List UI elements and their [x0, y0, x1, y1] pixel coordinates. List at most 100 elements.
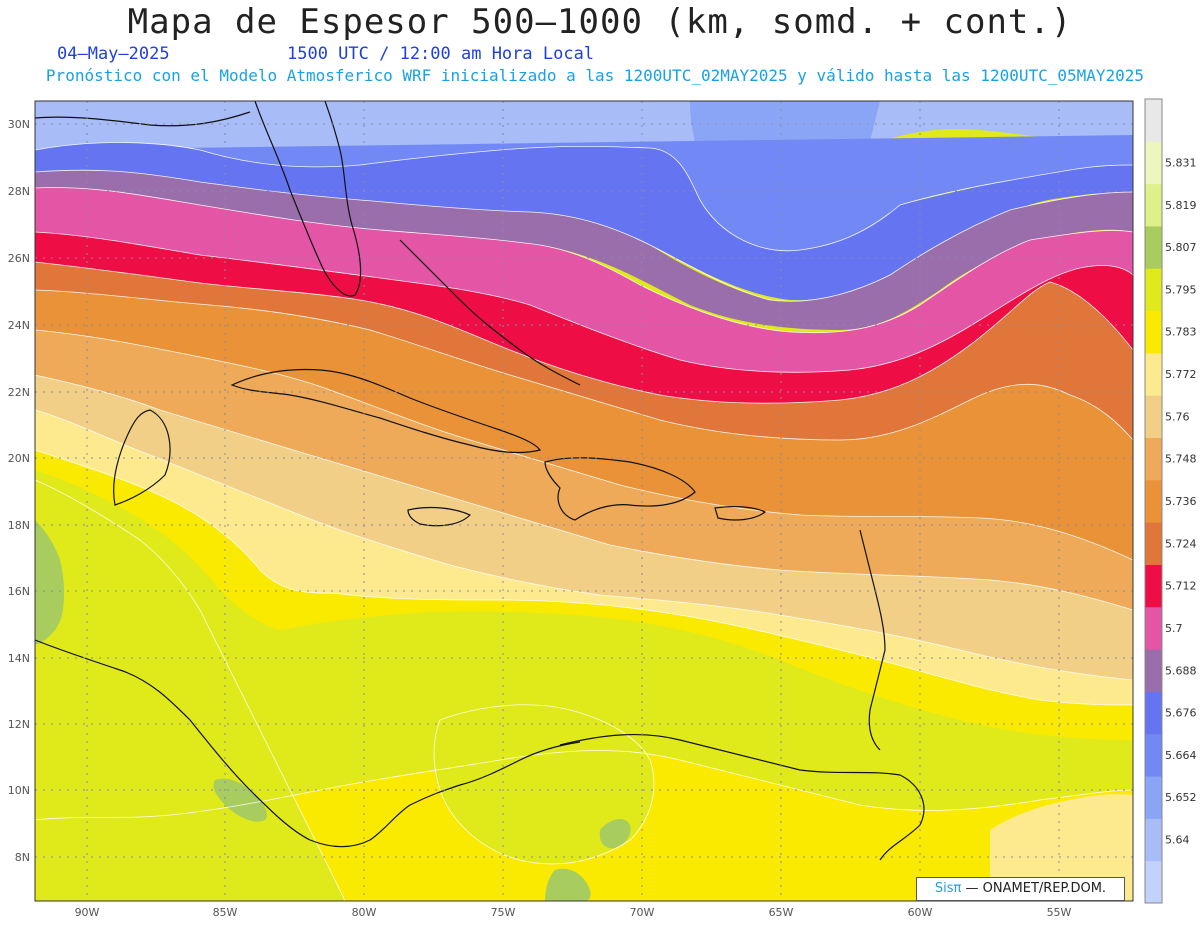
lat-label: 8N — [15, 851, 30, 864]
legend-level-label: 5.7 — [1165, 622, 1183, 635]
band-5.760-se — [990, 794, 1133, 901]
latitude-labels: 30N 28N 26N 24N 22N 20N 18N 16N 14N 12N … — [8, 118, 30, 864]
band-5.676 — [35, 170, 1133, 330]
south-america-north — [559, 733, 925, 861]
time-label: 1500 UTC / 12:00 am Hora Local — [287, 44, 595, 64]
legend-level-label: 5.688 — [1165, 664, 1197, 677]
legend-swatch — [1145, 479, 1162, 523]
legend-swatch — [1145, 733, 1162, 777]
lat-label: 26N — [8, 252, 30, 265]
legend-level-label: 5.712 — [1165, 580, 1197, 593]
cuba — [230, 368, 542, 454]
lat-label: 14N — [8, 652, 30, 665]
lat-label: 10N — [8, 784, 30, 797]
credit-box: Sisπ — ONAMET/REP.DOM. — [916, 877, 1125, 901]
hispaniola — [544, 457, 696, 521]
yucatan — [113, 409, 171, 506]
band-5.688 — [35, 187, 1133, 373]
bahamas — [399, 239, 581, 386]
legend-swatch — [1145, 649, 1162, 692]
credit-brand: Sisπ — [934, 881, 962, 896]
band-5.664 — [35, 135, 1133, 251]
band-5.772 — [35, 450, 1133, 740]
legend-level-label: 5.724 — [1165, 537, 1197, 550]
central-america — [35, 639, 581, 848]
map-frame — [34, 100, 1134, 902]
legend-level-label: 5.64 — [1165, 834, 1190, 847]
band-5.724 — [35, 290, 1133, 560]
legend-swatch — [1145, 522, 1162, 565]
lat-label: 12N — [8, 718, 30, 731]
map-title: Mapa de Espesor 500—1000 (km, somd. + co… — [127, 2, 1073, 42]
legend-swatch — [1145, 606, 1162, 650]
legend-level-label: 5.748 — [1165, 453, 1197, 466]
legend-level-label: 5.795 — [1165, 283, 1197, 296]
legend-swatch — [1145, 183, 1162, 227]
credit-org: — ONAMET/REP.DOM. — [965, 881, 1107, 896]
legend-swatch — [1145, 691, 1162, 735]
legend-swatch — [1145, 564, 1162, 608]
legend-frame — [1144, 98, 1163, 904]
lesser-antilles — [859, 529, 886, 751]
band-5.795 — [35, 520, 65, 645]
thickness-field — [35, 101, 1133, 901]
lon-label: 75W — [491, 906, 516, 919]
lat-label: 22N — [8, 386, 30, 399]
band-5.760 — [35, 410, 1133, 705]
legend-level-label: 5.772 — [1165, 368, 1197, 381]
lat-label: 28N — [8, 185, 30, 198]
legend-swatch — [1145, 310, 1162, 354]
legend-level-label: 5.831 — [1165, 156, 1197, 169]
legend-swatch — [1145, 141, 1162, 185]
band-5.700 — [35, 232, 1133, 404]
legend-swatch — [1145, 818, 1162, 862]
lon-label: 60W — [908, 906, 933, 919]
puerto-rico — [714, 506, 767, 521]
jamaica — [407, 506, 472, 527]
contour-lines — [35, 142, 1133, 901]
legend-swatch — [1145, 437, 1162, 481]
band-5.736 — [35, 330, 1133, 610]
lat-label: 24N — [8, 319, 30, 332]
band-5.795-spot — [213, 778, 267, 822]
lat-label: 16N — [8, 585, 30, 598]
legend-level-label: 5.664 — [1165, 749, 1197, 762]
lon-label: 80W — [352, 906, 377, 919]
florida — [254, 101, 362, 297]
color-legend: 5.64 5.652 5.664 5.676 5.688 5.7 5.712 5.724 5.7… — [1144, 98, 1197, 904]
model-info: Pronóstico con el Modelo Atmosferico WRF… — [45, 66, 1145, 85]
legend-level-label: 5.807 — [1165, 241, 1197, 254]
legend-level-label: 5.76 — [1165, 410, 1190, 423]
band-5.795-spot3 — [599, 818, 631, 849]
band-5.783-west — [35, 480, 345, 901]
lon-label: 70W — [630, 906, 655, 919]
lon-label: 90W — [75, 906, 100, 919]
longitude-labels: 90W 85W 80W 75W 70W 65W 60W 55W — [75, 906, 1072, 919]
lon-label: 65W — [769, 906, 794, 919]
legend-swatch — [1145, 268, 1162, 312]
legend-level-label: 5.652 — [1165, 791, 1197, 804]
band-5.712 — [35, 262, 1133, 440]
band-5.783-center — [434, 704, 654, 864]
legend-swatch — [1145, 776, 1162, 819]
legend-swatch — [1145, 99, 1162, 142]
band-5.652-second — [35, 142, 1133, 301]
lat-label: 30N — [8, 118, 30, 131]
legend-swatch — [1145, 395, 1162, 439]
gulf-coast — [35, 111, 251, 127]
lat-label: 18N — [8, 519, 30, 532]
legend-swatch — [1145, 860, 1162, 904]
legend-level-label: 5.736 — [1165, 495, 1197, 508]
legend-level-label: 5.819 — [1165, 199, 1197, 212]
date-label: 04—May—2025 — [57, 44, 170, 64]
graticule — [35, 101, 1133, 901]
legend-level-label: 5.676 — [1165, 707, 1197, 720]
legend-swatch — [1145, 225, 1162, 269]
coastlines — [35, 101, 925, 861]
legend-swatch — [1145, 352, 1162, 396]
band-5.795-spot2 — [545, 868, 591, 901]
lon-label: 55W — [1047, 906, 1072, 919]
band-5.748 — [35, 375, 1133, 680]
legend-level-label: 5.783 — [1165, 326, 1197, 339]
